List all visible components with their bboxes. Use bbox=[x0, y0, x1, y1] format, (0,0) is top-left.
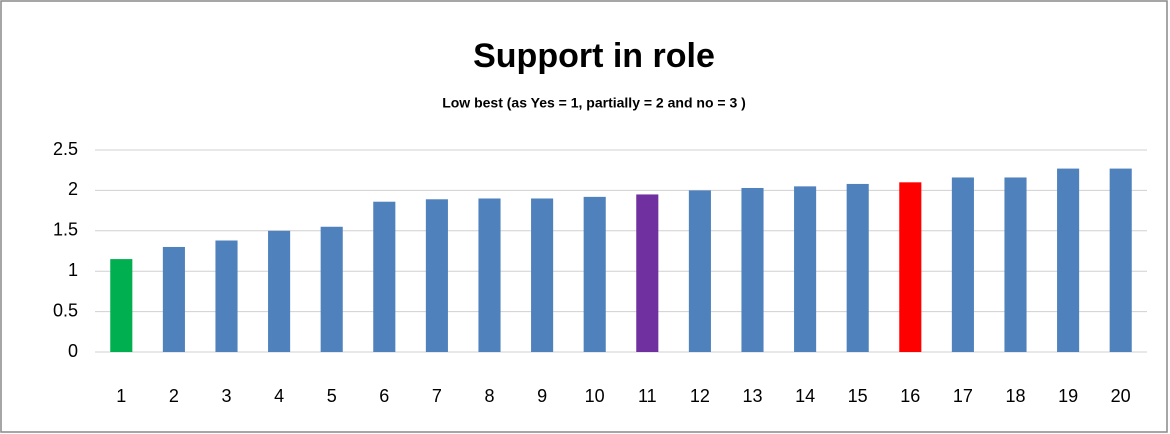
bar bbox=[583, 196, 606, 352]
x-tick-label: 20 bbox=[1111, 386, 1131, 406]
bar bbox=[425, 199, 448, 352]
bar bbox=[846, 183, 869, 352]
x-tick-label: 18 bbox=[1005, 386, 1025, 406]
y-tick-label: 1.5 bbox=[53, 220, 78, 240]
bar bbox=[320, 226, 343, 352]
x-tick-label: 13 bbox=[742, 386, 762, 406]
x-tick-label: 8 bbox=[484, 386, 494, 406]
x-tick-label: 14 bbox=[795, 386, 815, 406]
bar bbox=[951, 177, 974, 352]
bar bbox=[794, 186, 817, 352]
chart-title: Support in role bbox=[473, 37, 715, 75]
bar bbox=[531, 198, 554, 352]
bar bbox=[899, 182, 922, 352]
x-tick-label: 12 bbox=[690, 386, 710, 406]
bar bbox=[215, 240, 238, 352]
x-tick-label: 5 bbox=[327, 386, 337, 406]
x-tick-label: 1 bbox=[116, 386, 126, 406]
bar bbox=[1057, 168, 1080, 352]
x-tick-label: 17 bbox=[953, 386, 973, 406]
bar bbox=[1004, 177, 1027, 352]
x-tick-label: 16 bbox=[900, 386, 920, 406]
bar bbox=[373, 201, 396, 352]
bar bbox=[741, 187, 764, 352]
y-tick-label: 2 bbox=[68, 179, 78, 199]
x-tick-label: 3 bbox=[221, 386, 231, 406]
x-tick-label: 4 bbox=[274, 386, 284, 406]
x-tick-label: 9 bbox=[537, 386, 547, 406]
x-tick-label: 19 bbox=[1058, 386, 1078, 406]
x-tick-label: 11 bbox=[638, 386, 657, 406]
x-tick-label: 2 bbox=[169, 386, 179, 406]
bar bbox=[688, 190, 711, 352]
y-tick-label: 0.5 bbox=[53, 300, 78, 320]
y-tick-label: 1 bbox=[68, 260, 78, 280]
x-tick-label: 6 bbox=[379, 386, 389, 406]
bar bbox=[162, 246, 185, 352]
bar bbox=[478, 198, 501, 352]
bar bbox=[636, 194, 659, 352]
y-tick-label: 0 bbox=[68, 341, 78, 361]
y-tick-label: 2.5 bbox=[53, 139, 78, 159]
x-tick-label: 15 bbox=[848, 386, 868, 406]
bar bbox=[1109, 168, 1132, 352]
bar bbox=[110, 259, 133, 352]
x-tick-label: 10 bbox=[585, 386, 605, 406]
chart-subtitle: Low best (as Yes = 1, partially = 2 and … bbox=[442, 95, 746, 111]
x-tick-label: 7 bbox=[432, 386, 442, 406]
bar bbox=[268, 230, 291, 352]
